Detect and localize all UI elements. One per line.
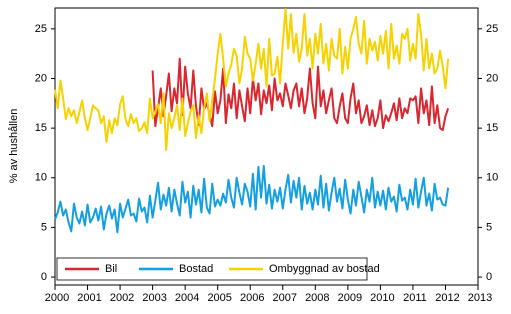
legend-label: Bil	[105, 263, 117, 275]
y2-tick-label: 20	[486, 72, 498, 84]
x-tick-label: 2003	[142, 292, 166, 304]
y2-tick-label: 25	[486, 23, 498, 35]
x-tick-label: 2009	[338, 292, 362, 304]
x-tick-label: 2013	[468, 292, 492, 304]
x-tick-label: 2005	[207, 292, 231, 304]
x-tick-label: 2011	[403, 292, 427, 304]
y-axis-label: % av hushållen	[8, 109, 20, 184]
y-tick-label: 5	[41, 221, 47, 233]
legend-label: Bostad	[179, 263, 213, 275]
legend-label: Ombyggnad av bostad	[269, 263, 380, 275]
x-tick-label: 2004	[175, 292, 199, 304]
x-tick-label: 2001	[77, 292, 101, 304]
x-tick-label: 2002	[110, 292, 134, 304]
y-tick-label: 10	[35, 172, 47, 184]
y2-tick-label: 10	[486, 172, 498, 184]
series-line	[151, 57, 450, 132]
x-tick-label: 2008	[305, 292, 329, 304]
x-tick-label: 2010	[370, 292, 394, 304]
y2-tick-label: 15	[486, 122, 498, 134]
y-tick-label: 0	[41, 271, 47, 283]
y-tick-label: 15	[35, 122, 47, 134]
plot-frame	[54, 7, 479, 286]
x-tick-label: 2006	[240, 292, 264, 304]
series-line	[54, 7, 450, 151]
x-tick-label: 2007	[273, 292, 297, 304]
y2-tick-label: 0	[486, 271, 492, 283]
x-tick-label: 2000	[45, 292, 69, 304]
legend-box	[56, 257, 368, 281]
y-tick-label: 25	[35, 23, 47, 35]
y-tick-label: 20	[35, 72, 47, 84]
y2-tick-label: 5	[486, 221, 492, 233]
series-line	[54, 164, 450, 234]
x-tick-label: 2012	[435, 292, 459, 304]
